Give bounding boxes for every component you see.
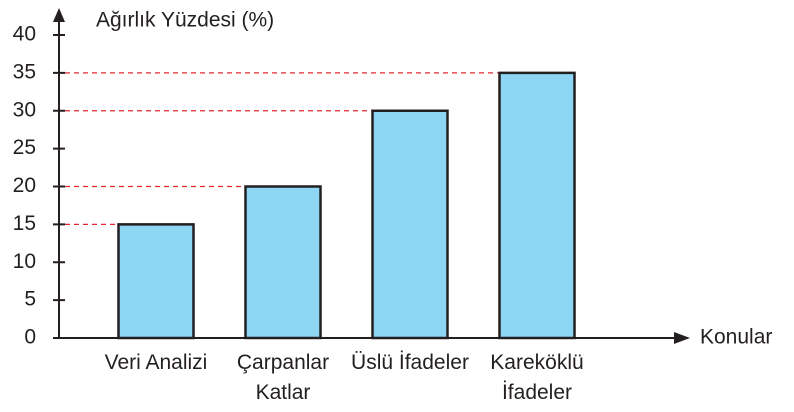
y-tick-label: 10 xyxy=(13,250,36,273)
x-tick-label: Kareköklü İfadeler xyxy=(472,348,602,408)
chart: Ağırlık Yüzdesi (%) Konular 0 5 10 15 20 25 30… xyxy=(0,0,794,412)
x-tick-label: Çarpanlar Katlar xyxy=(218,348,348,408)
bar xyxy=(246,187,321,339)
bar xyxy=(373,111,448,338)
y-tick-label: 25 xyxy=(13,136,36,159)
x-tick-label: Veri Analizi xyxy=(91,348,221,378)
y-tick-label: 20 xyxy=(13,174,36,197)
y-tick-label: 30 xyxy=(13,98,36,121)
x-tick-label: Üslü İfadeler xyxy=(345,348,475,378)
y-arrow xyxy=(53,8,65,22)
y-axis-label: Ağırlık Yüzdesi (%) xyxy=(96,9,274,32)
x-arrow xyxy=(674,332,690,344)
bar xyxy=(500,73,575,338)
y-tick-label: 35 xyxy=(13,60,36,83)
y-tick-label: 40 xyxy=(13,23,36,46)
y-tick-label: 5 xyxy=(24,288,36,311)
y-tick-label: 15 xyxy=(13,212,36,235)
bar xyxy=(119,224,194,338)
y-tick-label: 0 xyxy=(24,326,36,349)
x-axis-label: Konular xyxy=(700,326,772,349)
